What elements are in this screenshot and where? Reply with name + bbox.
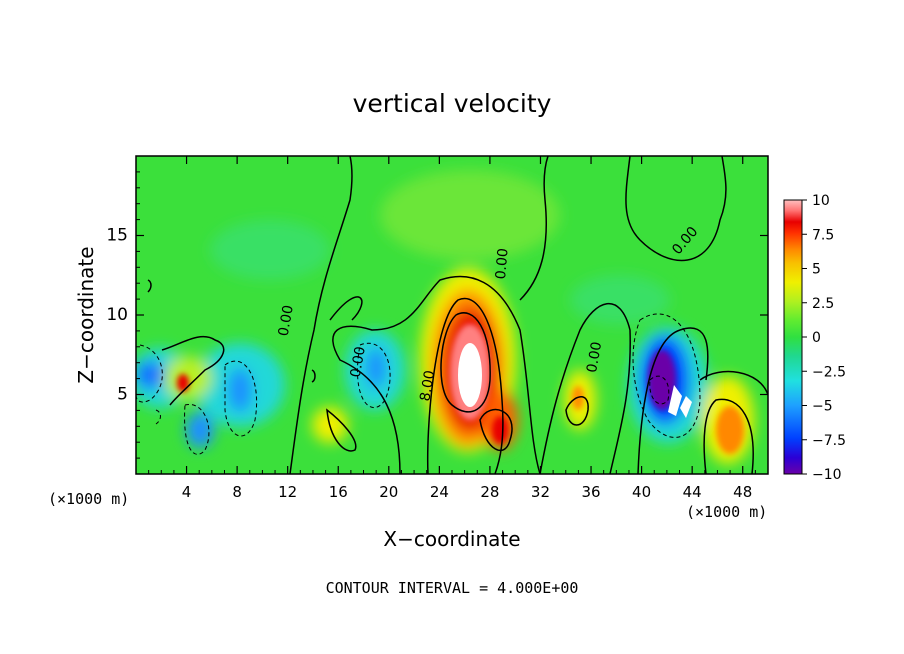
x-tick-label: 40 — [632, 483, 651, 501]
x-tick-label: 8 — [232, 483, 242, 501]
colorbar-tick-label: 7.5 — [812, 227, 834, 243]
x-tick-label: 12 — [278, 483, 297, 501]
chart-title: vertical velocity — [353, 89, 552, 118]
contour-label: 0.00 — [493, 248, 512, 280]
colorbar: 10 7.5 5 2.5 0 −2.5 −5 −7.5 −10 — [783, 193, 846, 483]
velocity-field: 0.000.008.000.000.000.00 — [136, 156, 768, 474]
contour-lines — [147, 156, 768, 474]
contour-label: 8.00 — [417, 369, 438, 402]
y-axis-label: Z−coordinate — [74, 246, 98, 383]
colorbar-tick-label: −10 — [812, 467, 842, 483]
colorbar-gradient — [784, 200, 802, 474]
x-tick-label: 20 — [379, 483, 398, 501]
y-tick-label: 15 — [106, 226, 128, 246]
x-axis-label: X−coordinate — [383, 527, 520, 551]
colorbar-tick-label: 10 — [812, 193, 830, 209]
colorbar-tick-label: −2.5 — [812, 364, 846, 380]
x-tick-label: 16 — [329, 483, 348, 501]
colorbar-tick-label: 5 — [812, 262, 821, 278]
contour-label: 0.00 — [348, 345, 369, 378]
contour-interval-footer: CONTOUR INTERVAL = 4.000E+00 — [326, 579, 579, 597]
x-tick-label: 4 — [182, 483, 192, 501]
x-tick-label: 44 — [683, 483, 702, 501]
x-unit-right: (×1000 m) — [686, 503, 767, 521]
x-tick-label: 24 — [430, 483, 449, 501]
contour-label: 0.00 — [276, 304, 297, 337]
contour-label: 0.00 — [584, 340, 605, 373]
x-axis: 4 8 12 16 20 24 28 32 36 40 44 48 — [148, 156, 756, 501]
y-axis: 5 10 15 — [106, 171, 768, 459]
y-tick-label: 10 — [106, 305, 128, 325]
colorbar-tick-label: −7.5 — [812, 433, 846, 449]
y-tick-label: 5 — [117, 385, 128, 405]
colorbar-tick-label: −5 — [812, 399, 833, 415]
x-unit-left: (×1000 m) — [48, 490, 129, 508]
x-tick-label: 48 — [733, 483, 752, 501]
x-tick-label: 28 — [480, 483, 499, 501]
colorbar-tick-label: 2.5 — [812, 296, 834, 312]
x-tick-label: 32 — [531, 483, 550, 501]
x-tick-label: 36 — [581, 483, 600, 501]
colorbar-tick-label: 0 — [812, 330, 821, 346]
